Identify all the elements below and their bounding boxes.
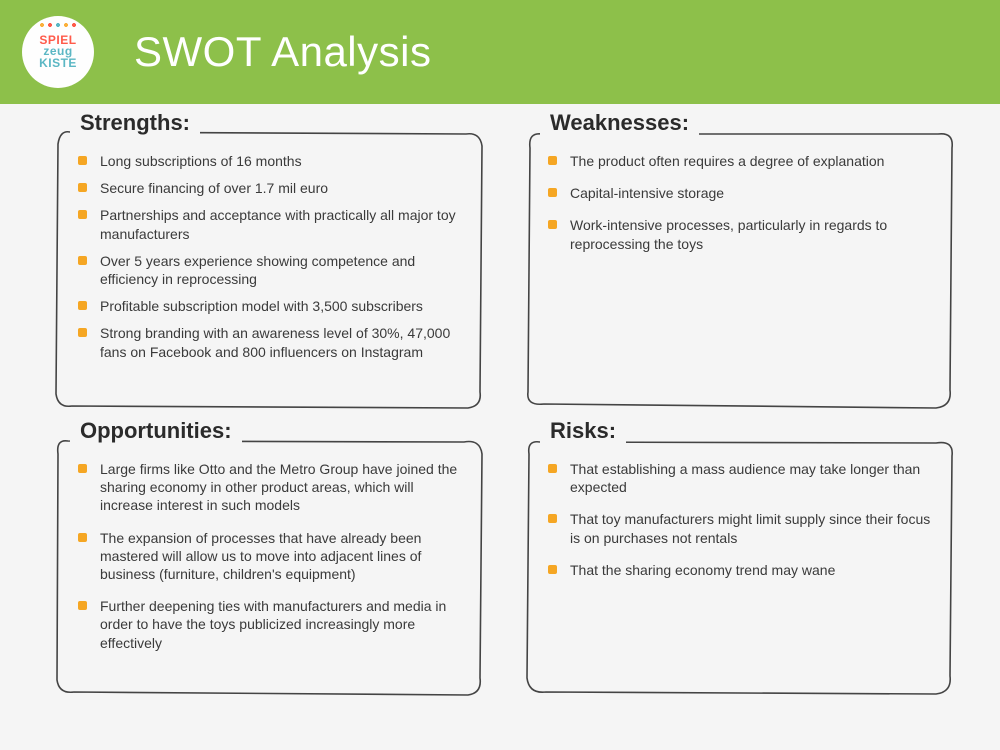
- weaknesses-list: The product often requires a degree of e…: [548, 152, 940, 253]
- list-item: That toy manufacturers might limit suppl…: [548, 510, 940, 546]
- opportunities-title: Opportunities:: [70, 418, 242, 444]
- strengths-title: Strengths:: [70, 110, 200, 136]
- list-item: Secure financing of over 1.7 mil euro: [78, 179, 470, 197]
- weaknesses-title: Weaknesses:: [540, 110, 699, 136]
- list-item: Further deepening ties with manufacturer…: [78, 597, 470, 652]
- strengths-list: Long subscriptions of 16 months Secure f…: [78, 152, 470, 361]
- page-title: SWOT Analysis: [134, 28, 431, 76]
- list-item: Profitable subscription model with 3,500…: [78, 297, 470, 315]
- logo-line-3: KISTE: [39, 58, 77, 69]
- opportunities-box: Opportunities: Large firms like Otto and…: [50, 432, 490, 702]
- strengths-box: Strengths: Long subscriptions of 16 mont…: [50, 124, 490, 414]
- weaknesses-box: Weaknesses: The product often requires a…: [520, 124, 960, 414]
- list-item: Capital-intensive storage: [548, 184, 940, 202]
- list-item: The product often requires a degree of e…: [548, 152, 940, 170]
- risks-box: Risks: That establishing a mass audience…: [520, 432, 960, 702]
- swot-grid: Strengths: Long subscriptions of 16 mont…: [0, 104, 1000, 722]
- header-bar: SPIEL zeug KISTE SWOT Analysis: [0, 0, 1000, 104]
- list-item: Work-intensive processes, particularly i…: [548, 216, 940, 252]
- brand-logo: SPIEL zeug KISTE: [22, 16, 94, 88]
- list-item: Large firms like Otto and the Metro Grou…: [78, 460, 470, 515]
- risks-list: That establishing a mass audience may ta…: [548, 460, 940, 579]
- list-item: That establishing a mass audience may ta…: [548, 460, 940, 496]
- list-item: The expansion of processes that have alr…: [78, 529, 470, 584]
- list-item: Partnerships and acceptance with practic…: [78, 206, 470, 242]
- risks-title: Risks:: [540, 418, 626, 444]
- list-item: Long subscriptions of 16 months: [78, 152, 470, 170]
- list-item: Over 5 years experience showing competen…: [78, 252, 470, 288]
- opportunities-list: Large firms like Otto and the Metro Grou…: [78, 460, 470, 652]
- list-item: That the sharing economy trend may wane: [548, 561, 940, 579]
- list-item: Strong branding with an awareness level …: [78, 324, 470, 360]
